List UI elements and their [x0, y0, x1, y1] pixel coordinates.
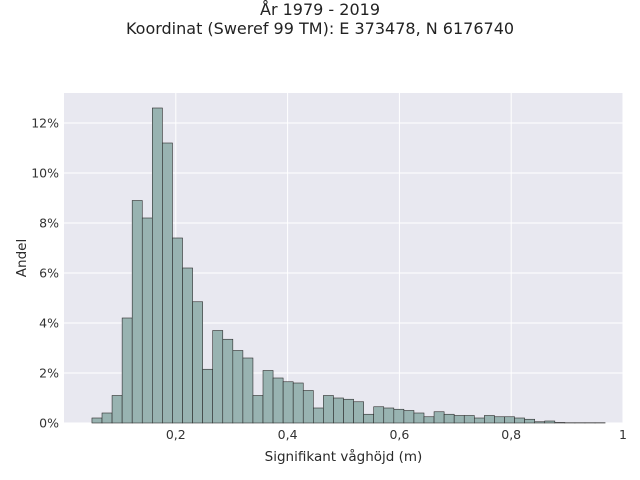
histogram-bar: [101, 412, 113, 424]
histogram-bar: [302, 390, 314, 424]
y-tick-label: 4%: [39, 316, 59, 331]
histogram-bar: [383, 407, 395, 424]
x-tick-label: 0,6: [389, 427, 409, 442]
histogram-bar: [282, 381, 294, 424]
histogram-bar: [554, 422, 566, 424]
histogram-bar: [443, 413, 455, 424]
y-tick-label: 10%: [31, 166, 59, 181]
histogram-bar: [494, 416, 505, 424]
histogram-bar: [121, 317, 133, 424]
chart-subtitle: Koordinat (Sweref 99 TM): E 373478, N 61…: [125, 19, 515, 38]
x-tick-label: 0,8: [501, 427, 521, 442]
histogram-bar: [192, 301, 203, 424]
bars: [91, 107, 606, 424]
histogram-bar: [343, 398, 354, 424]
histogram-bar: [242, 357, 254, 424]
histogram-bar: [514, 417, 525, 424]
histogram-bar: [393, 408, 405, 424]
y-tick-label: 0%: [39, 416, 59, 431]
x-axis-label: Signifikant våghöjd (m): [265, 448, 423, 465]
histogram-bar: [292, 382, 304, 424]
histogram-bar: [202, 368, 213, 424]
histogram-bar: [162, 142, 173, 424]
x-tick-label: 1: [619, 427, 627, 442]
histogram-bar: [423, 416, 435, 424]
histogram-bar: [353, 401, 364, 424]
histogram-bar: [222, 338, 234, 424]
histogram-bar: [252, 395, 264, 424]
histogram-bar: [363, 413, 374, 424]
x-tick-label: 0,4: [278, 427, 298, 442]
histogram-bar: [131, 200, 143, 424]
histogram-bar: [524, 418, 535, 424]
histogram-bar: [333, 397, 344, 424]
y-tick-label: 12%: [31, 116, 59, 131]
histogram-bar: [111, 395, 123, 424]
y-tick-label: 8%: [39, 216, 59, 231]
histogram-bar: [544, 420, 556, 424]
histogram-bar: [182, 267, 193, 424]
histogram-bar: [141, 217, 153, 424]
histogram-bar: [323, 395, 334, 424]
x-tick-label: 0,2: [166, 427, 186, 442]
histogram-bar: [212, 330, 224, 424]
histogram-bar: [413, 412, 425, 424]
histogram-bar: [433, 411, 445, 424]
chart-title: År 1979 - 2019: [260, 0, 380, 19]
histogram-bar: [262, 370, 274, 424]
histogram-bar: [313, 407, 324, 424]
histogram-bar: [172, 237, 183, 424]
tick-labels: 0% 2% 4% 6% 8% 10% 12% 0,2 0,4 0,6 0,8 1: [31, 116, 627, 443]
histogram-bar: [474, 417, 485, 424]
y-axis-label: Andel: [14, 239, 30, 277]
histogram-bar: [272, 377, 284, 424]
histogram-bar: [484, 415, 495, 424]
histogram-bar: [453, 415, 465, 424]
histogram-bar: [373, 406, 385, 424]
histogram-bar: [91, 417, 103, 424]
y-tick-label: 2%: [39, 366, 59, 381]
histogram-bar: [403, 410, 415, 424]
histogram-bar: [232, 350, 244, 424]
histogram-bar: [504, 416, 515, 424]
histogram-bar: [463, 415, 475, 424]
histogram-bar: [152, 107, 163, 424]
y-tick-label: 6%: [39, 266, 59, 281]
histogram-bar: [534, 421, 546, 424]
